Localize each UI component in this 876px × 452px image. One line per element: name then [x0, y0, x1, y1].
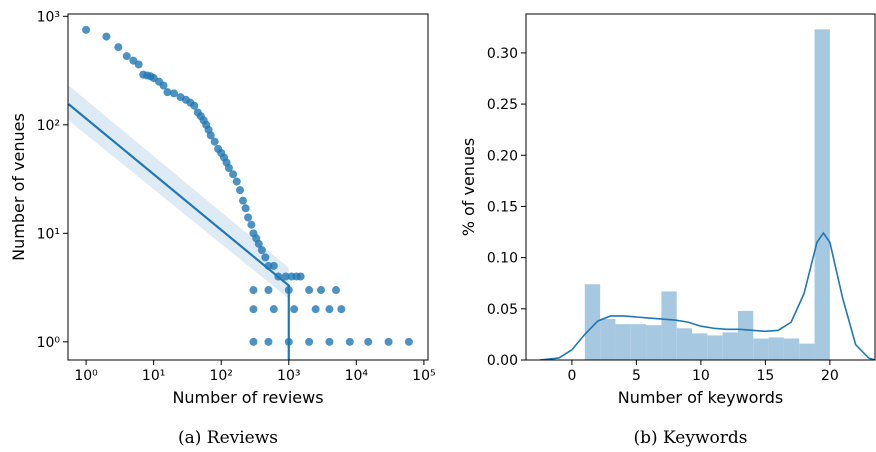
x-tick-label: 0	[567, 368, 576, 384]
x-axis-label: Number of reviews	[172, 388, 323, 407]
point	[210, 137, 219, 146]
x-tick-label: 10⁵	[412, 368, 435, 384]
bar	[722, 332, 738, 360]
point	[163, 88, 172, 97]
point	[254, 239, 263, 248]
y-tick-label: 0.20	[487, 148, 518, 164]
x-tick-label: 10²	[209, 368, 232, 384]
confidence-band	[68, 85, 289, 299]
point	[114, 43, 123, 52]
y-tick-label: 10¹	[37, 226, 60, 242]
point	[102, 32, 111, 41]
x-tick-label: 20	[821, 368, 839, 384]
bar	[737, 310, 754, 360]
point	[206, 131, 215, 140]
point	[345, 337, 354, 346]
y-tick-label: 0.05	[487, 302, 518, 318]
x-tick-label: 10	[692, 368, 710, 384]
point	[311, 305, 320, 314]
bar	[676, 328, 693, 360]
x-tick-label: 10³	[277, 368, 300, 384]
x-tick-label: 10¹	[142, 368, 165, 384]
point	[269, 305, 278, 314]
point	[364, 337, 373, 346]
x-tick-label: 10⁴	[345, 368, 369, 384]
point	[169, 89, 178, 98]
point	[384, 337, 393, 346]
bar	[615, 324, 631, 360]
axes-frame	[67, 13, 429, 361]
bar	[630, 324, 647, 360]
bar	[768, 337, 784, 360]
point	[404, 337, 413, 346]
bar	[799, 343, 815, 360]
point	[249, 305, 258, 314]
point	[249, 286, 258, 295]
point	[159, 81, 168, 90]
point	[236, 186, 245, 195]
point	[190, 101, 199, 110]
point	[122, 52, 131, 61]
point	[264, 286, 273, 295]
y-axis-label: Number of venues	[9, 113, 28, 261]
point	[325, 337, 334, 346]
bar	[661, 291, 677, 360]
bar	[600, 319, 616, 360]
bar	[753, 338, 769, 360]
point	[232, 177, 241, 186]
point	[247, 220, 256, 229]
point	[290, 305, 299, 314]
y-tick-label: 10³	[37, 9, 60, 25]
point	[264, 337, 273, 346]
y-tick-label: 10²	[37, 118, 60, 134]
point	[325, 305, 334, 314]
point	[331, 286, 340, 295]
plot-area	[68, 25, 413, 360]
point	[82, 25, 91, 34]
point	[224, 163, 233, 172]
y-tick-label: 10⁰	[37, 335, 61, 351]
y-tick-label: 0.25	[487, 97, 518, 113]
point	[337, 305, 346, 314]
y-tick-label: 0.10	[487, 251, 518, 267]
point	[261, 253, 270, 262]
x-tick-label: 15	[756, 368, 774, 384]
plot: 0 5 10 15 20 0.00 0.05 0.10 0.15 0.20 0.25 0.30 Numb…	[459, 13, 876, 448]
point	[269, 261, 278, 270]
y-axis-label: % of venues	[459, 138, 478, 237]
plot: 10⁰ 10¹ 10² 10³ 10⁴ 10⁵ 10⁰ 10¹ 10² 10³ Number of …	[9, 9, 436, 448]
point	[134, 60, 143, 69]
y-tick-label: 0.30	[487, 46, 518, 62]
y-tick-label: 0.00	[487, 353, 518, 369]
point	[244, 213, 253, 222]
point	[281, 272, 290, 281]
bar	[584, 284, 601, 360]
bar	[814, 29, 830, 360]
caption: (a) Reviews	[178, 428, 278, 448]
y-tick-label: 0.15	[487, 199, 518, 215]
caption: (b) Keywords	[634, 428, 748, 448]
bar	[646, 325, 662, 360]
bar	[783, 338, 800, 360]
x-tick-label: 10⁰	[74, 368, 98, 384]
point	[257, 246, 266, 255]
bar	[692, 333, 708, 360]
point	[296, 272, 305, 281]
point	[238, 196, 247, 205]
point	[249, 337, 258, 346]
point	[305, 286, 314, 295]
point	[317, 286, 326, 295]
kde-line	[539, 231, 875, 360]
bar	[707, 335, 723, 360]
x-axis-label: Number of keywords	[618, 388, 784, 407]
point	[241, 204, 250, 213]
point	[305, 337, 314, 346]
plot-area	[539, 29, 875, 360]
fit-line	[68, 103, 290, 360]
x-tick-label: 5	[632, 368, 641, 384]
point	[229, 170, 238, 179]
